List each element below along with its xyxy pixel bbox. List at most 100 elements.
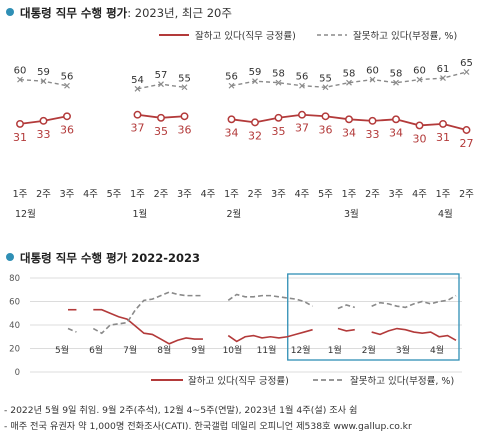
data-label-positive: 34 xyxy=(225,126,239,139)
point-negative xyxy=(181,84,188,91)
y-tick-label: 0 xyxy=(15,368,20,378)
legend-negative-label: 잘못하고 있다(부정률, %) xyxy=(353,30,457,42)
x-tick-label: 4주 xyxy=(201,189,216,200)
data-label-positive: 32 xyxy=(248,129,262,142)
y-tick-label: 60 xyxy=(9,298,20,308)
series-negative xyxy=(67,291,457,335)
x-tick-label: 1주 xyxy=(224,189,239,200)
y-tick-label: 20 xyxy=(9,345,20,355)
data-label-negative: 60 xyxy=(14,66,27,77)
bottom-legend: 잘하고 있다(직무 긍정률) 잘못하고 있다(부정률, %) xyxy=(151,375,454,387)
month-tick-label: 8월 xyxy=(157,344,171,356)
point-positive xyxy=(157,113,165,122)
data-label-negative: 56 xyxy=(225,72,238,83)
month-tick-label: 1월 xyxy=(328,344,342,356)
highlight-box xyxy=(287,273,460,361)
top-legend: 잘하고 있다(직무 긍정률) 잘못하고 있다(부정률, %) xyxy=(159,30,457,42)
x-tick-label: 3주 xyxy=(271,189,286,200)
month-label: 12월 xyxy=(15,208,36,220)
month-label: 3월 xyxy=(344,208,359,220)
point-positive xyxy=(274,113,283,122)
y-tick-label: 80 xyxy=(9,274,20,284)
series-line-positive-2 xyxy=(227,328,313,343)
point-negative xyxy=(346,79,352,86)
top-chart-title-sub: : 2023년, 최근 20주 xyxy=(127,6,232,20)
point-negative xyxy=(40,78,47,85)
data-label-positive: 36 xyxy=(60,123,74,136)
bottom-line-chart: 0 20 40 60 80 5월 6월 7월 8월 9월 10월 11월 12월 1월 2월 3월 4월잘하고 … xyxy=(9,273,462,387)
month-tick-label: 10월 xyxy=(223,344,243,356)
point-positive xyxy=(321,112,330,121)
top-chart-title: 대통령 직무 수행 평가: 2023년, 최근 20주 xyxy=(6,5,232,21)
series-line-negative-3 xyxy=(337,304,355,310)
data-label-negative: 55 xyxy=(178,73,191,84)
top-chart-title-main: 대통령 직무 수행 평가 xyxy=(20,6,128,20)
data-label-negative: 56 xyxy=(61,72,74,83)
month-tick-label: 5월 xyxy=(55,344,69,356)
point-negative xyxy=(64,82,70,89)
top-line-chart: 잘하고 있다(직무 긍정률) 잘못하고 있다(부정률, %) 60 59 56 54 57 5… xyxy=(13,30,475,220)
bullet-dot-icon xyxy=(6,8,14,16)
data-label-positive: 33 xyxy=(37,128,51,141)
bottom-grid: 0 20 40 60 80 xyxy=(9,274,462,378)
point-negative xyxy=(322,84,329,91)
point-positive xyxy=(298,110,306,119)
series-line-positive-4 xyxy=(371,327,457,341)
point-negative xyxy=(440,75,446,82)
point-positive xyxy=(415,121,424,130)
series-line-positive-3 xyxy=(337,327,355,332)
x-tick-label: 2주 xyxy=(154,189,169,200)
month-label: 1월 xyxy=(133,208,148,220)
data-label-positive: 30 xyxy=(413,132,427,145)
series-positive xyxy=(68,308,457,345)
data-label-negative: 60 xyxy=(413,66,426,77)
data-label-positive: 37 xyxy=(295,122,309,135)
top-x-axis: 1주 2주 3주 4주 5주 1주 2주 3주 4주 1주 2주 3주 4주 5주 1주 2주 3주 4주 1주 2주… xyxy=(13,189,475,220)
month-tick-label: 4월 xyxy=(430,344,444,356)
data-label-negative: 59 xyxy=(249,67,262,78)
x-tick-label: 3주 xyxy=(177,189,192,200)
data-label-positive: 37 xyxy=(131,122,145,135)
footnote-2: - 매주 전국 유권자 약 1,000명 전화조사(CATI). 한국갤럽 데일… xyxy=(4,421,412,432)
data-label-positive: 27 xyxy=(460,137,474,150)
series-line-positive-1 xyxy=(93,308,203,345)
series-positive: 31 33 36 37 35 36 34 32 35 37 36 34 33 34 30 31 27 xyxy=(13,110,474,150)
point-negative xyxy=(393,79,399,86)
point-negative xyxy=(228,82,235,89)
series-line-negative-2 xyxy=(227,293,313,307)
month-label: 4월 xyxy=(438,208,453,220)
data-label-positive: 34 xyxy=(342,126,356,139)
month-label: 2월 xyxy=(227,208,242,220)
point-positive xyxy=(462,126,471,134)
x-tick-label: 2주 xyxy=(248,189,263,200)
month-tick-label: 11월 xyxy=(257,344,277,356)
data-label-positive: 33 xyxy=(366,128,380,141)
legend-positive-label: 잘하고 있다(직무 긍정률) xyxy=(188,375,289,387)
point-positive xyxy=(439,119,447,128)
point-negative xyxy=(416,76,423,83)
x-tick-label: 2주 xyxy=(459,189,474,200)
point-negative xyxy=(17,76,23,83)
month-tick-label: 2월 xyxy=(362,344,376,356)
data-label-negative: 57 xyxy=(155,70,168,81)
x-tick-label: 2주 xyxy=(36,189,51,200)
x-tick-label: 1주 xyxy=(130,189,145,200)
data-label-positive: 36 xyxy=(178,123,192,136)
point-positive xyxy=(39,116,48,125)
point-negative xyxy=(369,76,376,83)
data-label-positive: 34 xyxy=(389,126,403,139)
footnote-1: - 2022년 5월 9일 취임. 9월 2주(추석), 12월 4~5주(연말… xyxy=(4,405,358,416)
x-tick-label: 3주 xyxy=(389,189,404,200)
point-positive xyxy=(16,119,24,128)
legend-negative-label: 잘못하고 있다(부정률, %) xyxy=(350,375,454,387)
x-tick-label: 3주 xyxy=(60,189,75,200)
point-negative xyxy=(275,79,282,86)
bullet-dot-icon xyxy=(6,253,14,261)
x-tick-label: 4주 xyxy=(295,189,310,200)
point-negative xyxy=(158,81,164,88)
x-tick-label: 4주 xyxy=(412,189,427,200)
bottom-x-axis: 5월 6월 7월 8월 9월 10월 11월 12월 1월 2월 3월 4월 xyxy=(55,344,444,356)
x-tick-label: 1주 xyxy=(436,189,451,200)
point-positive xyxy=(392,115,400,124)
data-label-negative: 60 xyxy=(366,66,379,77)
